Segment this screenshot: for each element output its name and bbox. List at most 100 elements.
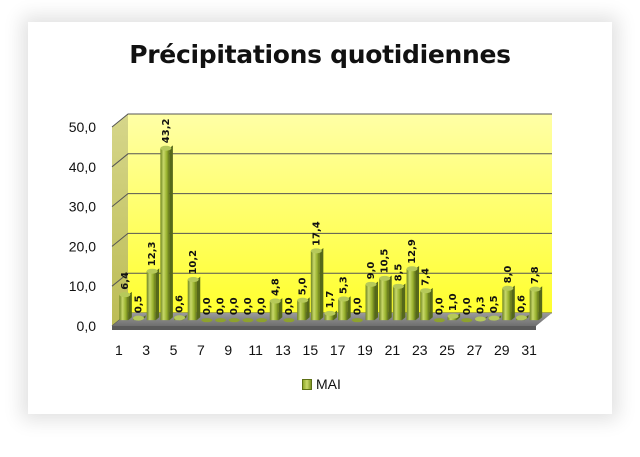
- bar: [256, 318, 268, 323]
- data-label: 0,0: [352, 297, 363, 315]
- data-label: 6,4: [120, 272, 131, 290]
- data-label: 12,9: [407, 239, 418, 264]
- bar-side: [429, 287, 433, 321]
- data-label: 1,0: [448, 293, 459, 311]
- bar-top: [160, 145, 172, 151]
- data-label: 0,0: [216, 297, 227, 315]
- x-tick-label: 29: [494, 342, 510, 358]
- gridline: [111, 153, 552, 168]
- bar-side: [196, 276, 201, 321]
- bar-top: [310, 248, 322, 254]
- bar-side: [347, 296, 351, 321]
- bar: [502, 288, 512, 321]
- bar: [351, 318, 363, 323]
- bar: [201, 318, 213, 323]
- bar-side: [306, 297, 310, 321]
- x-tick-label: 31: [521, 342, 537, 358]
- bar-side: [278, 298, 283, 321]
- floor-edge: [112, 326, 536, 330]
- data-label: 8,0: [503, 266, 514, 284]
- bar: [269, 301, 279, 321]
- bar: [119, 294, 129, 321]
- x-tick-label: 13: [275, 342, 291, 358]
- bar-side: [169, 145, 173, 321]
- data-label: 5,0: [298, 277, 309, 295]
- bar-top: [392, 283, 404, 289]
- data-label: 9,0: [366, 262, 377, 280]
- data-label: 1,7: [325, 291, 336, 309]
- bar-top: [365, 281, 377, 287]
- y-tick-label: 30,0: [69, 199, 96, 215]
- x-tick-label: 27: [467, 342, 483, 358]
- bar-side: [415, 265, 420, 321]
- bar-top: [406, 266, 418, 272]
- bar-top: [379, 275, 391, 281]
- bar-side: [388, 275, 392, 321]
- data-label: 0,0: [434, 297, 445, 315]
- data-label: 0,0: [243, 297, 254, 315]
- bar: [242, 318, 254, 323]
- data-label: 4,8: [270, 278, 281, 296]
- x-tick-label: 23: [412, 342, 428, 358]
- bar: [529, 289, 539, 321]
- data-label: 10,5: [380, 249, 391, 274]
- bar-side: [401, 283, 406, 321]
- x-tick-label: 17: [330, 342, 346, 358]
- gridline: [111, 232, 552, 247]
- x-tick-label: 21: [385, 342, 401, 358]
- data-label: 7,8: [530, 266, 541, 284]
- data-label: 7,4: [421, 268, 432, 286]
- data-label: 12,3: [147, 241, 158, 266]
- bar-side: [128, 291, 132, 321]
- data-label: 0,6: [516, 295, 527, 313]
- bar: [160, 148, 170, 321]
- data-label: 0,0: [229, 297, 240, 315]
- bar-top: [515, 315, 527, 321]
- data-label: 0,0: [257, 297, 268, 315]
- bar-side: [374, 281, 379, 321]
- bar-top: [187, 277, 199, 283]
- bar: [392, 286, 402, 321]
- data-label: 17,4: [311, 221, 322, 246]
- data-label: 0,5: [489, 295, 500, 313]
- legend: MAI: [302, 376, 341, 392]
- data-label: 8,5: [393, 264, 404, 282]
- bar: [324, 313, 334, 321]
- side-wall: [112, 114, 128, 326]
- data-label: 0,0: [462, 297, 473, 315]
- bar: [338, 299, 348, 321]
- chart-title: Précipitations quotidiennes: [129, 40, 511, 69]
- bar-top: [502, 285, 514, 291]
- bar: [365, 284, 375, 321]
- gridline: [111, 193, 552, 207]
- data-label: 0,3: [475, 296, 486, 314]
- bar-top: [269, 298, 281, 304]
- bar-top: [447, 313, 459, 319]
- bar-side: [538, 286, 543, 321]
- x-tick-label: 5: [170, 342, 178, 358]
- bar-top: [420, 288, 432, 294]
- bar: [228, 318, 240, 323]
- bar: [310, 250, 320, 321]
- bar-top: [297, 297, 309, 303]
- bar-side: [155, 268, 160, 321]
- x-tick-label: 9: [224, 342, 232, 358]
- y-tick-label: 0,0: [77, 318, 97, 334]
- y-tick-label: 40,0: [69, 159, 96, 175]
- data-label: 0,5: [134, 295, 145, 313]
- y-tick-label: 50,0: [69, 119, 96, 135]
- bar-side: [511, 285, 515, 321]
- bar-top: [324, 310, 336, 316]
- bar: [146, 271, 156, 321]
- bar-top: [174, 315, 186, 321]
- x-tick-label: 11: [248, 342, 263, 358]
- bar: [461, 318, 473, 323]
- x-tick-label: 19: [357, 342, 373, 358]
- data-label: 5,3: [339, 276, 350, 294]
- legend-label: MAI: [316, 376, 341, 392]
- bar-side: [319, 248, 324, 321]
- bar: [420, 290, 430, 321]
- data-label: 43,2: [161, 118, 172, 143]
- bar: [406, 268, 416, 321]
